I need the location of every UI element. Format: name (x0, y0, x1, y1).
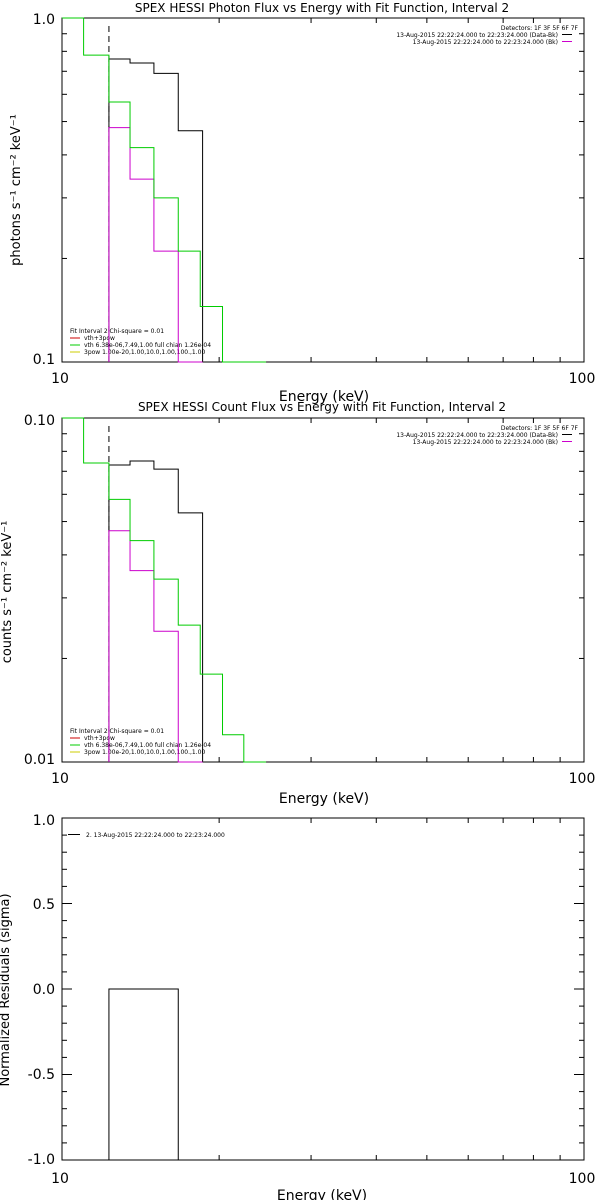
y-tick-label: 0.01 (24, 752, 55, 768)
y-tick-label: 0.1 (33, 352, 55, 368)
axis-ticks (61, 417, 585, 763)
y-tick-label: 0.0 (33, 982, 55, 998)
x-axis-label: Energy (keV) (279, 791, 369, 807)
series-line (108, 58, 204, 362)
x-tick-label: 10 (51, 371, 69, 387)
x-tick-label: 10 (51, 1171, 69, 1187)
x-tick-label: 10 (51, 771, 69, 787)
detector-label: Detectors: 1F 3F 5F 6F 7F (501, 25, 579, 32)
fit-legend-entry: 3pow 1.00e-20,1.00,10.0,1.00,100.,1.00 (84, 749, 205, 756)
fit-legend-entry: vth+3pow (84, 735, 115, 742)
fit-legend-entry: 3pow 1.00e-20,1.00,10.0,1.00,100.,1.00 (84, 349, 205, 356)
series-line (62, 17, 267, 363)
residuals-panel: 10 100 -1.0 -0.5 0.0 0.5 1.0 Energy (keV… (0, 813, 595, 1200)
photon-flux-panel: SPEX HESSI Photon Flux vs Energy with Fi… (9, 1, 595, 405)
series-line (62, 417, 267, 763)
fit-legend-entry: Fit Interval 2 Chi-square = 0.01 (70, 728, 164, 735)
x-tick-label: 100 (569, 771, 596, 787)
data-series (108, 988, 179, 1160)
data-series (62, 417, 267, 763)
y-tick-label: 0.5 (33, 897, 55, 913)
axis-ticks (61, 17, 585, 363)
x-tick-label: 100 (569, 371, 596, 387)
fit-legend-entry: vth+3pow (84, 335, 115, 342)
plot-frame (61, 417, 585, 763)
series-line (108, 988, 179, 1160)
y-tick-label: 1.0 (33, 12, 55, 28)
series-line (108, 127, 203, 363)
x-axis-label: Energy (keV) (279, 389, 369, 405)
chart-title: SPEX HESSI Count Flux vs Energy with Fit… (138, 400, 506, 414)
legend-entry: 13-Aug-2015 22:22:24.000 to 22:23:24.000… (413, 439, 558, 446)
chart-title: SPEX HESSI Photon Flux vs Energy with Fi… (135, 1, 509, 15)
legend-entry: 13-Aug-2015 22:22:24.000 to 22:23:24.000… (396, 432, 558, 439)
data-series (62, 17, 267, 363)
fit-legend-entry: Fit Interval 2 Chi-square = 0.01 (70, 328, 164, 335)
y-axis-label: photons s⁻¹ cm⁻² keV⁻¹ (9, 114, 24, 266)
legend-entry: 13-Aug-2015 22:22:24.000 to 22:23:24.000… (413, 39, 558, 46)
detector-label: Detectors: 1F 3F 5F 6F 7F (501, 425, 579, 432)
fit-legend-entry: vth 6.38e-06,7.49,1.00 full chian 1.26e-… (84, 742, 211, 749)
series-line (108, 460, 204, 762)
legend-entry: 13-Aug-2015 22:22:24.000 to 22:23:24.000… (396, 32, 558, 39)
y-tick-label: 1.0 (33, 813, 55, 829)
plot-frame (61, 17, 585, 363)
y-tick-label: -1.0 (28, 1152, 55, 1168)
legend-entry: 2. 13-Aug-2015 22:22:24.000 to 22:23:24.… (86, 832, 225, 839)
y-tick-label: -0.5 (28, 1067, 55, 1083)
y-axis-label: counts s⁻¹ cm⁻² keV⁻¹ (0, 521, 15, 664)
x-axis-label: Energy (keV) (277, 1188, 367, 1200)
y-tick-label: 0.10 (24, 413, 55, 429)
axis-ticks (61, 817, 585, 1161)
count-flux-panel: SPEX HESSI Count Flux vs Energy with Fit… (0, 400, 595, 807)
fit-legend-entry: vth 6.38e-06,7.49,1.00 full chian 1.26e-… (84, 342, 211, 349)
y-axis-label: Normalized Residuals (sigma) (0, 893, 13, 1086)
x-tick-label: 100 (569, 1171, 596, 1187)
